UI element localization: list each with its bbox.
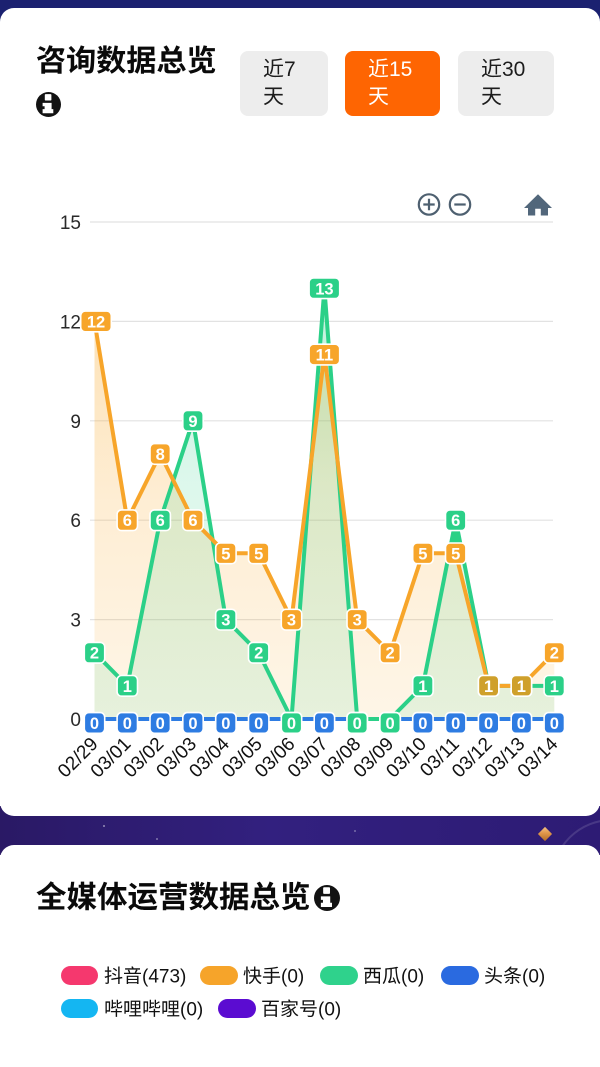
svg-text:5: 5 <box>418 545 427 563</box>
svg-text:3: 3 <box>221 612 230 630</box>
svg-text:8: 8 <box>156 446 165 464</box>
svg-text:0: 0 <box>188 715 197 733</box>
svg-text:5: 5 <box>221 545 230 563</box>
svg-text:2: 2 <box>90 645 99 663</box>
svg-text:12: 12 <box>60 312 81 333</box>
svg-text:0: 0 <box>70 710 81 731</box>
svg-text:7: 7 <box>284 58 296 81</box>
svg-text:6: 6 <box>123 512 132 530</box>
svg-text:12: 12 <box>87 313 105 331</box>
svg-text:1: 1 <box>550 678 559 696</box>
svg-text:1: 1 <box>517 678 526 696</box>
svg-text:5: 5 <box>451 545 460 563</box>
svg-text:9: 9 <box>70 412 81 433</box>
svg-text:3: 3 <box>287 612 296 630</box>
svg-text:5: 5 <box>254 545 263 563</box>
svg-text:(0): (0) <box>180 999 203 1020</box>
svg-text:0: 0 <box>517 715 526 733</box>
svg-text:0: 0 <box>386 715 395 733</box>
svg-text:(0): (0) <box>281 966 304 987</box>
svg-text:30: 30 <box>502 58 525 81</box>
svg-text:6: 6 <box>70 511 81 532</box>
svg-text:6: 6 <box>156 512 165 530</box>
svg-text:0: 0 <box>320 715 329 733</box>
svg-text:0: 0 <box>550 715 559 733</box>
svg-text:0: 0 <box>287 715 296 733</box>
svg-text:0: 0 <box>221 715 230 733</box>
svg-text:(0): (0) <box>522 966 545 987</box>
svg-text:2: 2 <box>254 645 263 663</box>
svg-text:0: 0 <box>254 715 263 733</box>
svg-text:0: 0 <box>90 715 99 733</box>
svg-text:0: 0 <box>451 715 460 733</box>
svg-text:6: 6 <box>188 512 197 530</box>
svg-text:13: 13 <box>315 280 333 298</box>
svg-text:0: 0 <box>353 715 362 733</box>
svg-text:11: 11 <box>316 347 333 365</box>
svg-text:0: 0 <box>484 715 493 733</box>
svg-text:6: 6 <box>451 512 460 530</box>
svg-text:1: 1 <box>123 678 132 696</box>
svg-text:3: 3 <box>70 611 81 632</box>
svg-text:15: 15 <box>60 213 81 234</box>
svg-text:(0): (0) <box>318 999 341 1020</box>
svg-text:3: 3 <box>353 612 362 630</box>
svg-text:0: 0 <box>123 715 132 733</box>
svg-text:1: 1 <box>418 678 427 696</box>
svg-text:(473): (473) <box>142 966 186 987</box>
svg-text:9: 9 <box>188 413 197 431</box>
svg-text:0: 0 <box>418 715 427 733</box>
svg-text:2: 2 <box>386 645 395 663</box>
svg-text:(0): (0) <box>401 966 424 987</box>
svg-text:15: 15 <box>389 58 412 81</box>
svg-text:2: 2 <box>550 645 559 663</box>
svg-text:1: 1 <box>484 678 493 696</box>
svg-text:0: 0 <box>156 715 165 733</box>
